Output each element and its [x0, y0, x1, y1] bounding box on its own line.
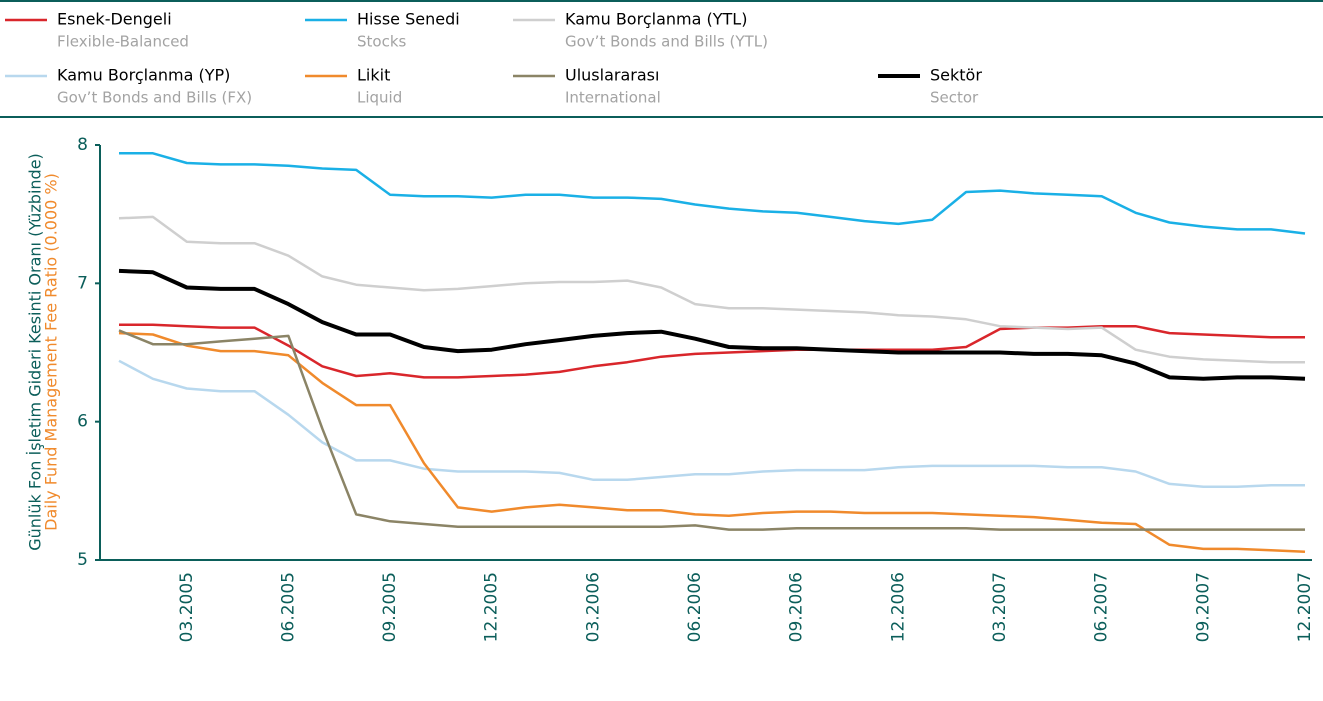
legend-label: Esnek-Dengeli: [57, 10, 172, 29]
y-axis-title-en: Daily Fund Management Fee Ratio (0.000 %…: [42, 173, 61, 531]
legend-sublabel: Gov’t Bonds and Bills (FX): [57, 89, 252, 107]
series-line: [118, 331, 1306, 553]
legend-label: Sektör: [930, 66, 982, 85]
legend-label: Kamu Borçlanma (YP): [57, 66, 230, 85]
x-tick-label: 06.2005: [278, 572, 298, 642]
series-line: [119, 323, 1305, 379]
legend-sublabel: Sector: [930, 89, 979, 107]
legend-label: Uluslararası: [565, 66, 659, 85]
x-tick-label: 12.2007: [1295, 572, 1315, 642]
x-tick-label: 09.2006: [787, 572, 807, 642]
x-tick-label: 03.2007: [990, 572, 1010, 642]
series-line: [119, 152, 1306, 235]
legend-label: Likit: [357, 66, 390, 85]
x-tick-label: 12.2005: [482, 572, 502, 642]
x-tick-label: 09.2007: [1193, 572, 1213, 642]
legend-label: Hisse Senedi: [357, 10, 460, 29]
series-line: [118, 215, 1305, 364]
legend-sublabel: Flexible-Balanced: [57, 33, 189, 51]
x-tick-label: 06.2006: [685, 572, 705, 642]
series-line: [118, 268, 1306, 381]
series-line: [118, 359, 1305, 488]
y-axis-title: Günlük Fon İşletim Gideri Kesinti Oranı …: [26, 153, 45, 551]
legend-sublabel: Gov’t Bonds and Bills (YTL): [565, 33, 768, 51]
x-tick-label: 12.2006: [888, 572, 908, 642]
y-tick-label: 8: [77, 135, 88, 155]
legend-sublabel: Liquid: [357, 89, 402, 107]
x-tick-label: 03.2006: [583, 572, 603, 642]
legend-sublabel: International: [565, 89, 661, 107]
legend-label: Kamu Borçlanma (YTL): [565, 10, 747, 29]
x-tick-label: 03.2005: [177, 572, 197, 642]
x-tick-label: 09.2005: [380, 572, 400, 642]
legend-sublabel: Stocks: [357, 33, 407, 51]
series-line: [118, 329, 1305, 531]
y-tick-label: 6: [77, 412, 88, 432]
y-tick-label: 7: [77, 273, 88, 293]
x-tick-label: 06.2007: [1092, 572, 1112, 642]
y-tick-label: 5: [77, 550, 88, 570]
